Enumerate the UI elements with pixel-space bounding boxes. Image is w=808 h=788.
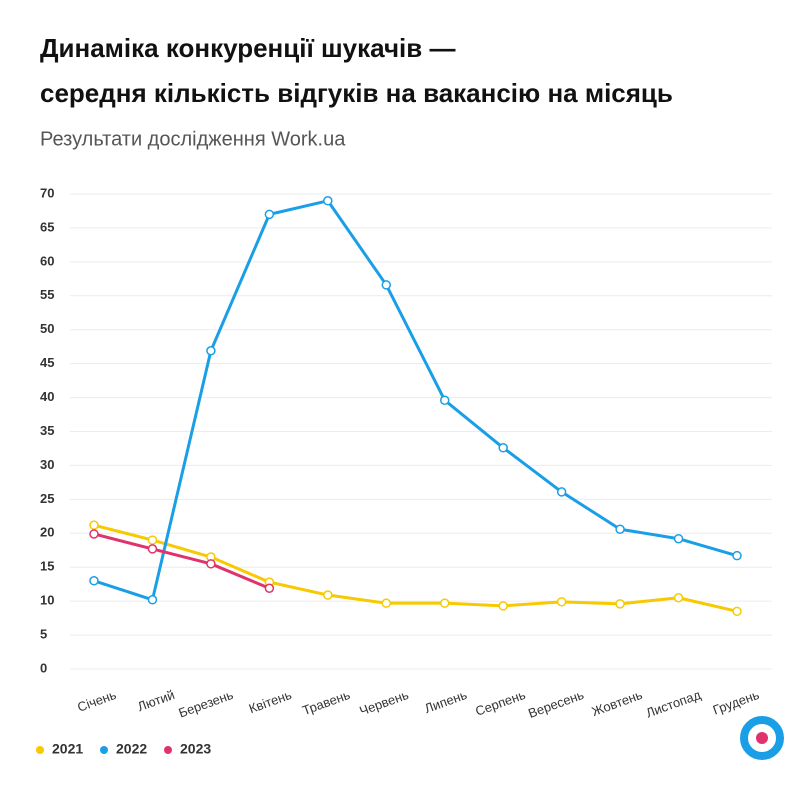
data-point: [147, 595, 158, 605]
y-tick-label: 60: [40, 253, 54, 268]
y-tick-label: 0: [40, 660, 47, 675]
logo: [740, 716, 784, 760]
legend-swatch: [36, 746, 44, 754]
data-point: [264, 583, 275, 593]
x-tick-label: Квітень: [247, 687, 294, 716]
series-line: [93, 523, 738, 613]
y-tick-label: 70: [40, 185, 54, 200]
y-tick-label: 30: [40, 457, 54, 472]
y-tick-label: 65: [40, 219, 54, 234]
data-point: [439, 395, 450, 406]
data-point: [381, 280, 392, 290]
y-tick-label: 5: [40, 627, 47, 642]
chart-title: Динаміка конкуренції шукачів —: [40, 33, 455, 63]
data-point: [615, 524, 625, 534]
data-point: [556, 597, 567, 607]
y-tick-label: 40: [40, 389, 54, 404]
x-tick-label: Жовтень: [590, 687, 645, 719]
x-tick-label: Листопад: [644, 687, 703, 721]
data-point: [498, 443, 508, 453]
data-point: [673, 533, 684, 544]
data-point: [89, 529, 99, 539]
series-line: [93, 199, 738, 602]
x-tick-label: Лютий: [135, 687, 176, 714]
y-tick-label: 50: [40, 321, 54, 336]
y-tick-label: 10: [40, 593, 54, 608]
data-point: [498, 601, 508, 611]
x-tick-label: Грудень: [711, 687, 762, 718]
chart-title: середня кількість відгуків на вакансію н…: [40, 78, 673, 108]
data-point: [732, 606, 742, 617]
data-point: [206, 346, 216, 356]
data-point: [147, 535, 158, 545]
data-point: [147, 544, 158, 554]
legend-label: 2023: [180, 741, 211, 757]
x-tick-label: Липень: [422, 687, 469, 716]
data-point: [89, 576, 99, 586]
y-tick-label: 55: [40, 287, 54, 302]
y-tick-label: 20: [40, 525, 54, 540]
y-tick-label: 15: [40, 559, 54, 574]
series-line: [93, 532, 270, 590]
data-point: [206, 559, 216, 569]
y-tick-label: 25: [40, 491, 54, 506]
x-tick-label: Січень: [75, 687, 118, 715]
data-point: [556, 487, 567, 497]
x-tick-label: Червень: [357, 687, 410, 719]
data-point: [323, 196, 333, 206]
data-point: [732, 550, 742, 561]
legend-swatch: [100, 746, 108, 754]
data-point: [264, 209, 275, 220]
legend-swatch: [164, 746, 172, 754]
data-point: [323, 590, 333, 600]
x-tick-label: Березень: [176, 687, 235, 721]
legend-label: 2021: [52, 741, 83, 757]
data-point: [381, 598, 392, 608]
chart-subtitle: Результати дослідження Work.ua: [40, 128, 346, 150]
y-tick-label: 45: [40, 355, 54, 370]
legend-label: 2022: [116, 741, 147, 757]
x-tick-label: Серпень: [473, 687, 527, 719]
data-point: [673, 593, 684, 603]
data-point: [615, 599, 625, 609]
y-tick-label: 35: [40, 423, 54, 438]
data-point: [89, 520, 99, 530]
x-tick-label: Травень: [300, 687, 352, 718]
x-tick-label: Вересень: [526, 687, 586, 721]
data-point: [439, 598, 450, 608]
